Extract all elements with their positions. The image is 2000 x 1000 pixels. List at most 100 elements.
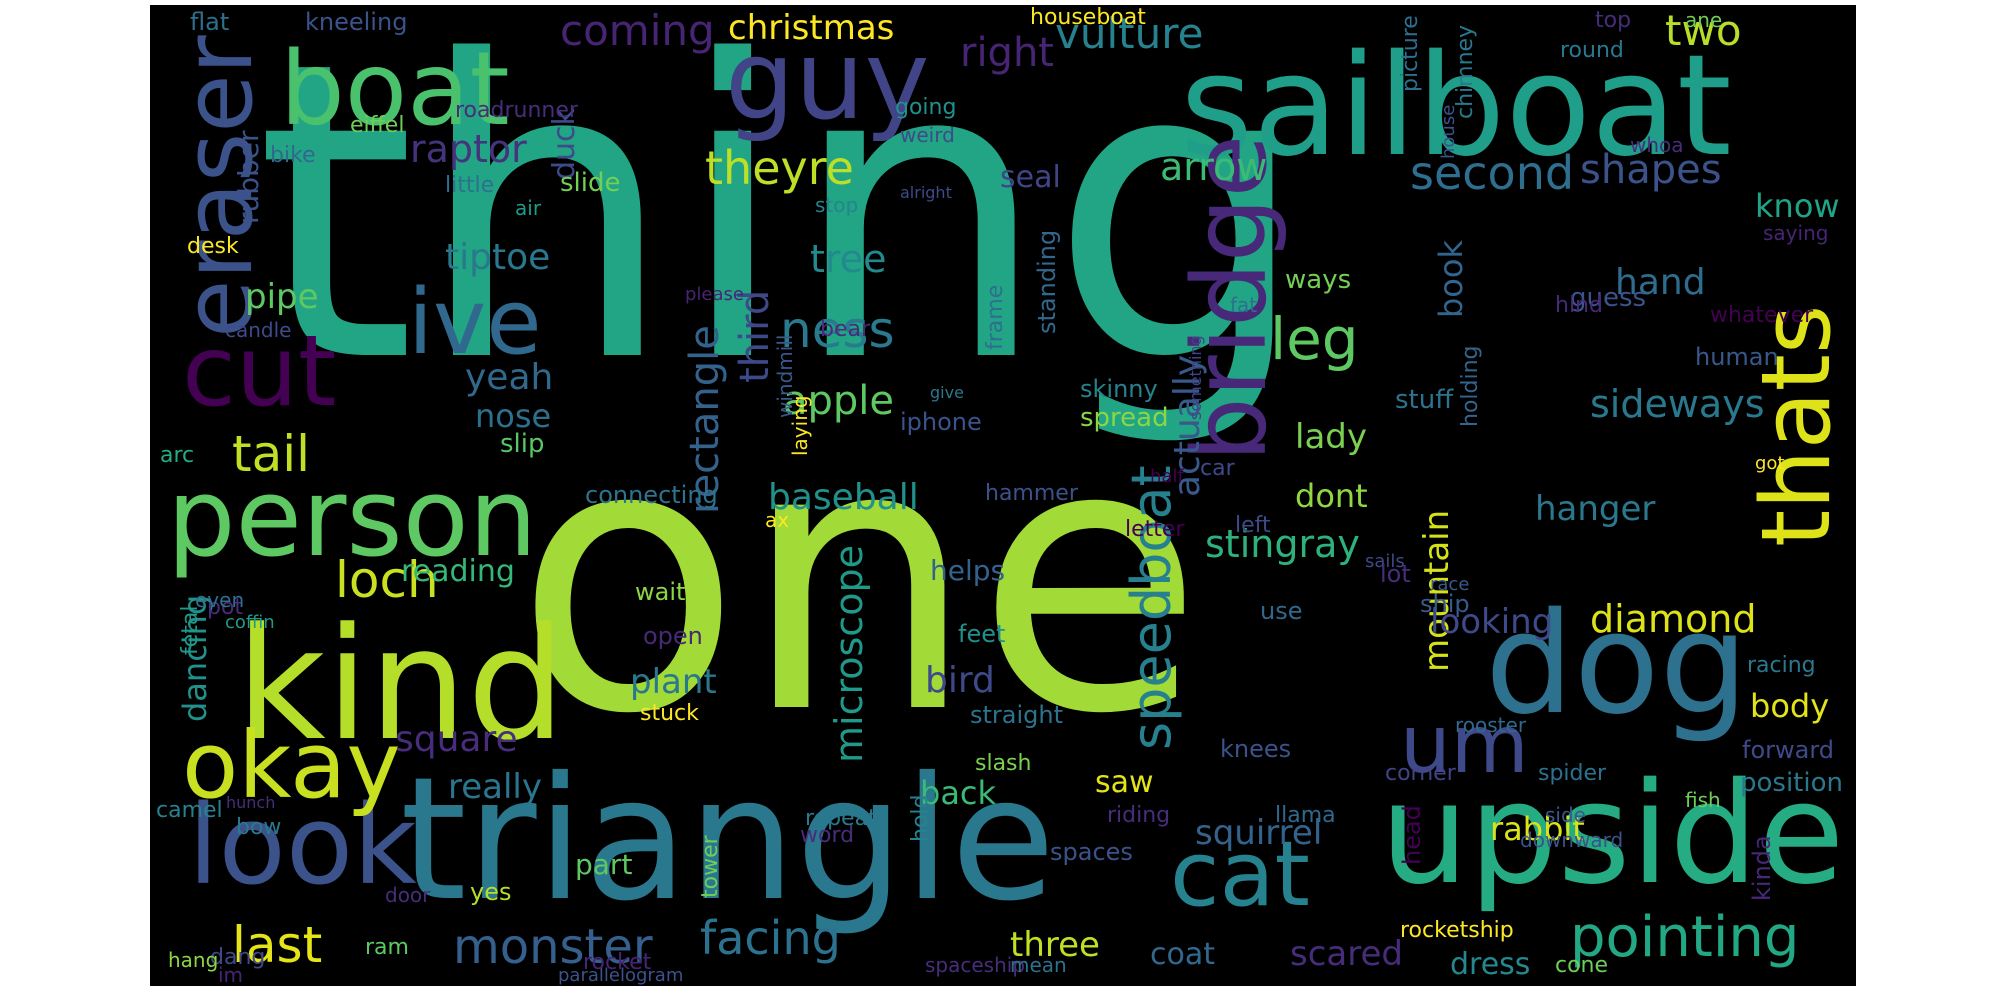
- word-parallelogram: parallelogram: [558, 965, 684, 986]
- word-ness: ness: [780, 301, 895, 359]
- word-guess: guess: [1570, 283, 1647, 313]
- word-open: open: [643, 622, 703, 650]
- word-round: round: [1560, 38, 1624, 63]
- word-repeat: repeat: [805, 806, 877, 831]
- word-spaces: spaces: [1050, 838, 1133, 866]
- word-saw: saw: [1095, 765, 1154, 800]
- word-eiffel: eiffel: [350, 113, 405, 138]
- word-rubber: rubber: [232, 130, 265, 224]
- word-stuck: stuck: [640, 701, 699, 726]
- word-roadrunner: roadrunner: [455, 98, 578, 123]
- word-nose: nose: [475, 397, 552, 435]
- word-hammer: hammer: [985, 481, 1078, 506]
- word-camel: camel: [156, 798, 223, 823]
- word-iphone: iphone: [900, 408, 982, 436]
- word-door: door: [385, 883, 431, 907]
- word-helps: helps: [930, 554, 1006, 587]
- word-body: body: [1750, 687, 1830, 725]
- word-fish: fish: [1685, 788, 1721, 812]
- word-slash: slash: [975, 751, 1032, 776]
- word-got: got: [1755, 453, 1785, 474]
- word-ane: ane: [1685, 8, 1723, 32]
- word-bike: bike: [270, 143, 316, 168]
- word-head: head: [1398, 805, 1426, 865]
- word-race: race: [1430, 574, 1470, 595]
- word-flat: flat: [190, 8, 230, 36]
- word-tower: tower: [698, 835, 723, 898]
- word-straight: straight: [970, 701, 1064, 729]
- word-hold: hold: [908, 794, 933, 842]
- word-kinda: kinda: [1748, 835, 1776, 901]
- word-okay: okay: [182, 712, 401, 819]
- word-two: two: [1665, 6, 1742, 55]
- word-lady: lady: [1295, 417, 1367, 457]
- word-knees: knees: [1220, 735, 1292, 763]
- word-arc: arc: [160, 443, 195, 468]
- word-dress: dress: [1450, 947, 1531, 982]
- word-theyre: theyre: [705, 141, 854, 195]
- word-christmas: christmas: [728, 8, 895, 48]
- word-tiptoe: tiptoe: [445, 237, 551, 278]
- word-microscope: microscope: [827, 545, 871, 763]
- word-bear: bear: [820, 317, 871, 342]
- word-loch: loch: [335, 551, 439, 609]
- word-candle: candle: [225, 318, 292, 342]
- word-second: second: [1410, 146, 1575, 200]
- word-skinny: skinny: [1080, 375, 1158, 403]
- word-fetal: fetal: [178, 605, 203, 656]
- word-stuff: stuff: [1395, 385, 1454, 415]
- word-rabbit: rabbit: [1490, 810, 1585, 848]
- word-cut: cut: [182, 315, 337, 429]
- word-whatever: whatever: [1710, 303, 1814, 328]
- word-rooster: rooster: [1455, 713, 1527, 737]
- word-squirrel: squirrel: [1195, 813, 1323, 853]
- word-ways: ways: [1285, 265, 1352, 295]
- word-house: house: [1438, 104, 1459, 159]
- word-sailboat: sailboat: [1180, 25, 1732, 188]
- word-please: please: [685, 284, 744, 305]
- word-pipe: pipe: [245, 277, 319, 317]
- word-ax: ax: [765, 508, 790, 532]
- word-boat: boat: [280, 30, 510, 149]
- word-look: look: [188, 781, 417, 909]
- word-one: one: [515, 365, 1204, 795]
- word-rocket: rocket: [583, 950, 652, 975]
- word-bow: bow: [236, 815, 282, 840]
- word-last: last: [232, 916, 323, 974]
- word-racing: racing: [1747, 653, 1816, 678]
- word-dont: dont: [1295, 477, 1368, 515]
- word-car: car: [1200, 456, 1235, 481]
- word-coming: coming: [560, 6, 715, 55]
- word-pointing: pointing: [1570, 905, 1800, 970]
- word-give: give: [930, 383, 964, 402]
- word-coffin: coffin: [225, 612, 275, 633]
- word-person: person: [167, 456, 538, 581]
- word-sails: sails: [1365, 551, 1405, 572]
- word-bird: bird: [925, 660, 995, 701]
- word-square: square: [395, 719, 518, 760]
- word-holding: holding: [1458, 345, 1483, 427]
- word-back: back: [920, 774, 997, 812]
- word-part: part: [575, 848, 633, 881]
- word-um: um: [1400, 698, 1529, 791]
- word-downward: downward: [1520, 828, 1624, 852]
- word-yeah: yeah: [465, 357, 554, 398]
- word-standing: standing: [1033, 229, 1061, 334]
- word-corner: corner: [1385, 761, 1456, 786]
- word-coat: coat: [1150, 937, 1215, 972]
- word-lot: lot: [1380, 560, 1411, 588]
- word-saying: saying: [1763, 221, 1829, 245]
- word-position: position: [1740, 768, 1843, 798]
- word-stingray: stingray: [1205, 522, 1360, 566]
- word-kneeling: kneeling: [305, 8, 408, 36]
- word-ship: ship: [1420, 590, 1470, 618]
- word-raptor: raptor: [410, 127, 527, 171]
- word-spider: spider: [1538, 761, 1607, 786]
- word-air: air: [515, 196, 542, 220]
- word-hind: hind: [1555, 293, 1603, 318]
- word-reading: reading: [401, 554, 515, 589]
- word-book: book: [1432, 240, 1470, 318]
- word-thing: thing: [255, 5, 1310, 452]
- word-even: even: [195, 588, 245, 612]
- word-llama: llama: [1275, 803, 1336, 828]
